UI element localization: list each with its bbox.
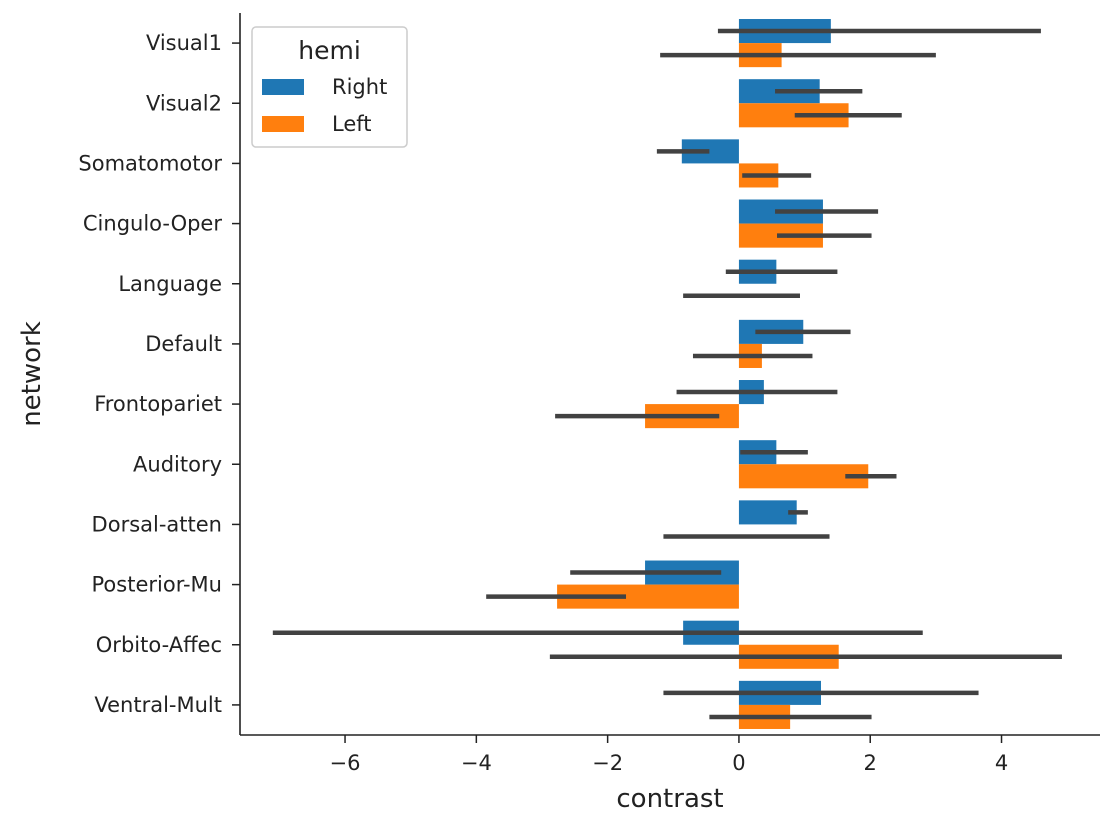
x-tick-label: −6 [330, 751, 361, 775]
y-tick-label: Dorsal-atten [92, 512, 222, 536]
y-tick-label: Language [118, 272, 222, 296]
y-tick-label: Ventral-Mult [94, 693, 222, 717]
y-tick-label: Orbito-Affec [96, 633, 222, 657]
bars-layer [557, 19, 869, 729]
y-tick-label: Auditory [133, 452, 222, 476]
y-tick-label: Somatomotor [78, 151, 222, 175]
legend-title: hemi [298, 36, 361, 65]
error-bars-layer [272, 28, 1062, 720]
x-tick-label: −4 [461, 751, 492, 775]
legend-swatch-left [262, 116, 304, 132]
y-tick-label: Frontopariet [94, 392, 222, 416]
axes-layer: Visual1 Visual2 Somatomotor Cingulo-Oper Lan… [78, 13, 1100, 775]
y-tick-label: Visual1 [146, 31, 222, 55]
y-tick-label: Posterior-Mu [92, 573, 222, 597]
y-axis-title: network [17, 321, 47, 427]
y-tick-label: Cingulo-Oper [83, 212, 222, 236]
legend-label-left: Left [332, 112, 372, 136]
x-axis-title: contrast [616, 784, 723, 814]
legend: hemi Right Left [251, 26, 408, 148]
x-tick-label: 0 [732, 751, 745, 775]
x-tick-label: 2 [864, 751, 877, 775]
legend-label-right: Right [332, 75, 387, 99]
y-tick-label: Default [145, 332, 222, 356]
x-tick-label: 4 [995, 751, 1008, 775]
y-tick-label: Visual2 [146, 91, 222, 115]
legend-swatch-right [262, 79, 304, 95]
x-tick-label: −2 [592, 751, 623, 775]
bar-right-dorsal-atten [738, 500, 797, 525]
